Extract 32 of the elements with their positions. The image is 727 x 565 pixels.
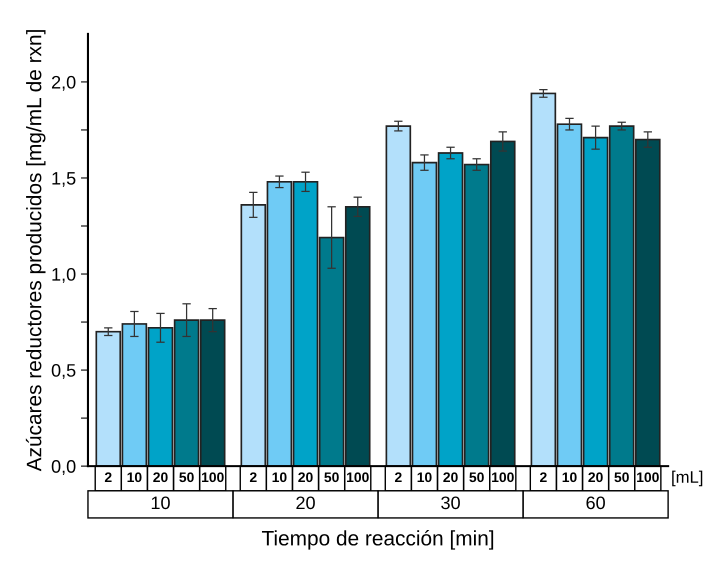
text: 50 [614, 472, 629, 482]
text: 100 [492, 472, 514, 482]
y-axis-title: Azúcares reductores producidos [mg/mL de rxn] [26, 30, 46, 472]
x-tick-label: 10 [152, 496, 170, 510]
text: 100 [347, 472, 369, 482]
y-tick-label: 1,0 [52, 268, 76, 283]
series-label: 100 [202, 472, 224, 482]
text: 50 [469, 472, 484, 482]
series-label: 10 [128, 472, 142, 482]
x-tick-label: 20 [296, 496, 315, 510]
category-label: 20 [443, 472, 458, 482]
y-tick-label: 1,5 [52, 172, 76, 187]
x-tick-label: 30 [441, 496, 460, 510]
text: 2 [250, 472, 257, 482]
y-tick-label: 0,5 [52, 364, 76, 379]
y-tick-label: 2,0 [52, 76, 76, 91]
text: 50 [324, 472, 339, 482]
series-label: 20 [153, 472, 168, 482]
category-label: 10 [562, 472, 577, 482]
x-tick-label: 60 [586, 496, 605, 510]
series-label: 50 [179, 472, 194, 482]
category-label: 10 [272, 472, 287, 482]
category-label: 20 [588, 472, 603, 482]
series-label: 2 [104, 472, 112, 482]
text: 2 [540, 472, 547, 482]
x-axis-title: Tiempo de reacción [min] [262, 530, 494, 550]
y-tick-label: 0,0 [52, 460, 76, 475]
text: 100 [637, 472, 659, 482]
text: 2 [394, 472, 402, 482]
category-label: 10 [418, 472, 432, 482]
text: [mL] [672, 470, 702, 486]
text: 20 [298, 472, 313, 482]
